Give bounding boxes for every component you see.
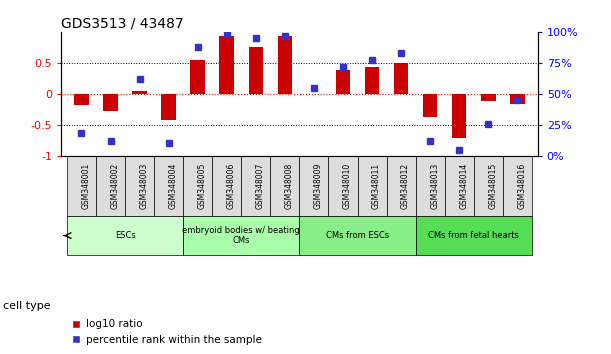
Bar xyxy=(394,63,408,94)
FancyBboxPatch shape xyxy=(387,156,415,216)
Bar xyxy=(335,70,350,94)
Text: GSM348006: GSM348006 xyxy=(227,163,236,209)
FancyBboxPatch shape xyxy=(241,156,270,216)
Bar xyxy=(510,94,525,104)
Text: GDS3513 / 43487: GDS3513 / 43487 xyxy=(61,17,184,31)
Text: GSM348008: GSM348008 xyxy=(285,163,294,209)
Text: GSM348004: GSM348004 xyxy=(169,163,178,209)
Text: GSM348007: GSM348007 xyxy=(256,163,265,209)
Text: GSM348009: GSM348009 xyxy=(314,163,323,209)
FancyBboxPatch shape xyxy=(299,156,329,216)
Text: CMs from ESCs: CMs from ESCs xyxy=(326,231,389,240)
Bar xyxy=(249,47,263,94)
FancyBboxPatch shape xyxy=(154,156,183,216)
Bar xyxy=(452,94,466,138)
FancyBboxPatch shape xyxy=(96,156,125,216)
FancyBboxPatch shape xyxy=(329,156,357,216)
Bar xyxy=(133,91,147,94)
Text: GSM348016: GSM348016 xyxy=(518,163,526,209)
FancyBboxPatch shape xyxy=(183,156,212,216)
Bar xyxy=(191,60,205,94)
Bar xyxy=(219,36,234,94)
FancyBboxPatch shape xyxy=(503,156,532,216)
FancyBboxPatch shape xyxy=(415,156,445,216)
Text: GSM348012: GSM348012 xyxy=(401,163,410,209)
Text: GSM348013: GSM348013 xyxy=(430,163,439,209)
FancyBboxPatch shape xyxy=(183,216,299,255)
Text: ESCs: ESCs xyxy=(115,231,136,240)
FancyBboxPatch shape xyxy=(415,216,532,255)
Text: GSM348001: GSM348001 xyxy=(81,163,90,209)
FancyBboxPatch shape xyxy=(212,156,241,216)
Bar xyxy=(365,67,379,94)
Bar xyxy=(103,94,118,111)
FancyBboxPatch shape xyxy=(299,216,415,255)
Text: GSM348005: GSM348005 xyxy=(198,163,207,209)
FancyBboxPatch shape xyxy=(270,156,299,216)
Text: GSM348014: GSM348014 xyxy=(459,163,468,209)
Bar xyxy=(74,94,89,105)
Bar xyxy=(481,94,496,101)
Text: GSM348015: GSM348015 xyxy=(488,163,497,209)
FancyBboxPatch shape xyxy=(445,156,474,216)
Text: GSM348002: GSM348002 xyxy=(111,163,120,209)
FancyBboxPatch shape xyxy=(474,156,503,216)
Bar xyxy=(161,94,176,120)
Bar xyxy=(277,36,292,94)
Text: cell type: cell type xyxy=(3,301,51,311)
Bar xyxy=(423,94,437,118)
FancyBboxPatch shape xyxy=(125,156,154,216)
FancyBboxPatch shape xyxy=(67,156,96,216)
FancyBboxPatch shape xyxy=(357,156,387,216)
Text: CMs from fetal hearts: CMs from fetal hearts xyxy=(428,231,519,240)
Text: embryoid bodies w/ beating
CMs: embryoid bodies w/ beating CMs xyxy=(183,226,300,245)
Text: GSM348010: GSM348010 xyxy=(343,163,352,209)
FancyBboxPatch shape xyxy=(67,216,183,255)
Text: GSM348003: GSM348003 xyxy=(139,163,148,209)
Text: GSM348011: GSM348011 xyxy=(372,163,381,209)
Legend: log10 ratio, percentile rank within the sample: log10 ratio, percentile rank within the … xyxy=(67,315,266,349)
